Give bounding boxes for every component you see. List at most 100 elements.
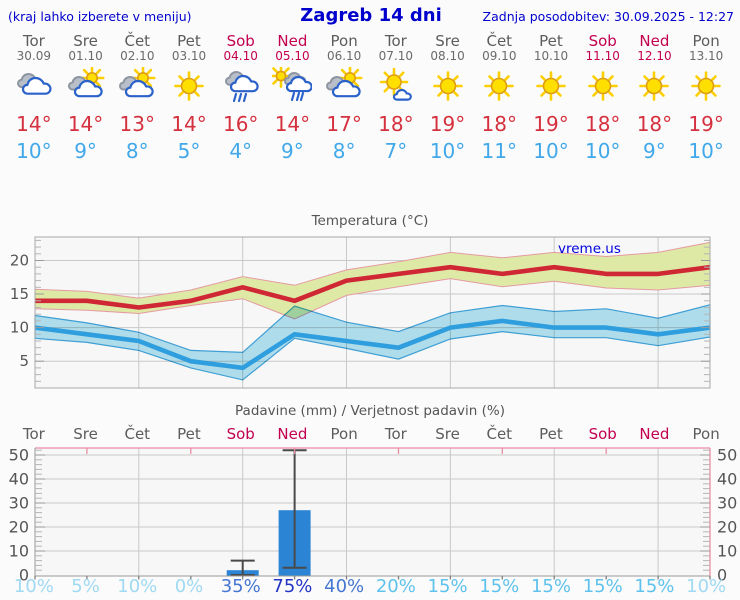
max-temp: 14° [274,112,311,136]
svg-text:10: 10 [717,542,737,561]
day-name: Ned [277,425,308,443]
day-name: Sre [435,425,460,443]
forecast-strip: Tor 30.09 14° 10° Sre 01.10 14° 9° Čet 02.10 13° 8°… [8,33,732,165]
min-temp: 10° [429,139,466,163]
day-date: 04.10 [223,49,258,63]
day-column: Tor 07.10 18° 7° [370,33,422,165]
sunny-icon [525,64,577,111]
day-name: Pet [539,32,563,50]
day-name: Sob [588,32,617,50]
sunny-icon [629,64,681,111]
mostlysunny-icon [370,64,422,111]
last-updated: Zadnja posodobitev: 30.09.2025 - 12:27 [482,9,735,24]
precip-probability: 10% [13,576,54,597]
svg-text:10: 10 [10,319,29,337]
day-name: Tor [22,32,45,50]
day-date: 05.10 [275,49,310,63]
day-column: Čet 02.10 13° 8° [111,33,163,165]
day-name: Pon [330,425,358,443]
day-name: Tor [384,425,407,443]
day-name: Pet [177,425,201,443]
svg-text:0: 0 [19,566,29,585]
header: (kraj lahko izberete v meniju) Zagreb 14… [8,5,734,26]
day-column: Pet 10.10 19° 10° [525,33,577,165]
day-name: Sre [73,32,98,50]
max-temp-line [35,264,711,310]
max-temp: 16° [222,112,259,136]
min-temp: 5° [177,139,201,163]
max-temp: 18° [481,112,517,136]
day-column: Sob 04.10 16° 4° [215,33,267,165]
sunrain-icon [267,64,319,111]
y-axis-labels: 0 0 10 10 20 20 30 30 40 40 50 50 [9,446,738,584]
day-name: Sob [588,425,617,443]
day-date: 11.10 [585,49,620,63]
day-name: Ned [277,32,308,50]
svg-text:20: 20 [717,518,737,537]
day-date: 10.10 [533,49,569,63]
svg-text:15: 15 [10,285,29,303]
watermark-link[interactable]: vreme.us [558,241,621,257]
precip-probability: 15% [530,576,571,597]
max-temp: 19° [533,112,569,136]
day-name: Sre [435,32,460,50]
day-date: 30.09 [16,49,52,63]
rain-icon [215,64,267,111]
max-temp: 18° [378,112,414,136]
precip-probability: 15% [479,576,520,597]
temperature-chart: Temperatura (°C) 5 10 15 20 vreme.us [0,210,740,400]
precip-probability: 15% [427,576,468,597]
axis-ticks [34,448,711,580]
day-name: Pet [539,425,563,443]
sunny-icon [473,64,525,111]
day-name: Čet [124,425,151,443]
sunny-icon [577,64,629,111]
svg-text:40: 40 [717,470,737,489]
precip-whisker [230,559,255,576]
min-temp: 9° [74,139,97,163]
svg-text:30: 30 [717,494,737,513]
precip-probability: 75% [272,576,313,597]
day-column: Čet 09.10 18° 11° [473,33,525,165]
day-date: 03.10 [171,49,207,63]
day-name: Sob [226,32,255,50]
day-name: Ned [639,32,670,50]
svg-text:40: 40 [9,470,29,489]
max-temp: 14° [16,112,52,136]
day-name: Pon [330,32,358,50]
min-temp: 10° [584,139,621,163]
day-column: Ned 12.10 18° 9° [629,33,681,165]
day-date: 02.10 [120,49,155,63]
svg-text:20: 20 [9,518,29,537]
max-temp: 13° [119,112,155,136]
partly-icon [318,64,370,111]
precip-probability: 15% [582,576,623,597]
svg-text:0: 0 [717,566,727,585]
day-column: Ned 05.10 14° 9° [267,33,319,165]
svg-text:20: 20 [10,252,29,270]
day-date: 12.10 [637,49,672,63]
day-date: 13.10 [688,49,724,63]
precip-probability: 20% [375,576,416,597]
max-temp: 19° [688,112,724,136]
day-date: 08.10 [430,49,465,63]
day-column: Pon 13.10 19° 10° [680,33,732,165]
precip-probability: 10% [117,576,158,597]
day-column: Pet 03.10 14° 5° [163,33,215,165]
precipitation-chart: Padavine (mm) / Verjetnost padavin (%) T… [0,400,740,600]
day-name: Ned [639,425,670,443]
max-temp: 14° [171,112,207,136]
day-name: Pet [177,32,201,50]
min-temp: 8° [332,139,356,163]
svg-text:30: 30 [9,494,29,513]
day-name: Čet [486,425,513,443]
day-name: Čet [124,32,151,50]
precip-probability: 5% [71,576,100,597]
day-name: Sre [73,425,98,443]
min-temp: 10° [533,139,569,163]
day-name: Čet [486,32,513,50]
min-temp: 11° [481,139,517,163]
day-date: 01.10 [68,49,103,63]
temperature-chart-canvas: 5 10 15 20 [10,236,711,389]
min-temp: 10° [16,139,52,163]
